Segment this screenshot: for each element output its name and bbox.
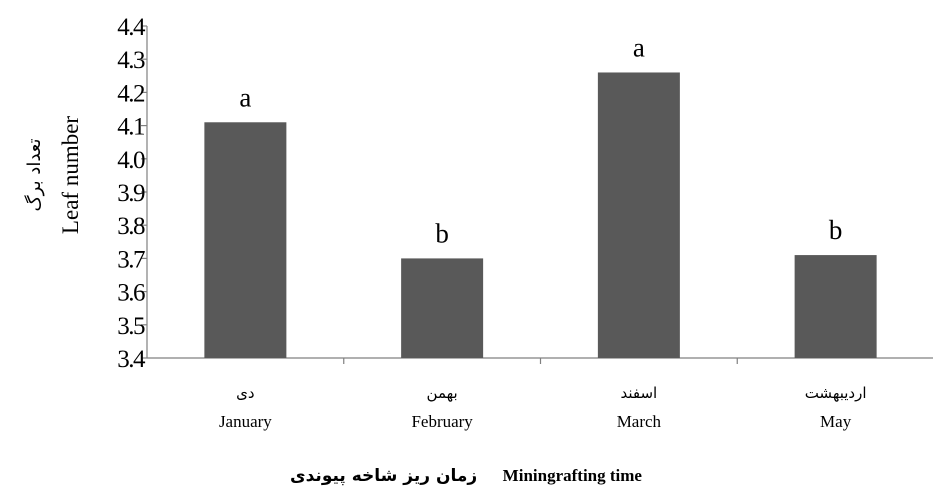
y-tick-label: 4.0 [117,147,145,174]
x-category-label-fa: اسفند [621,384,658,402]
significance-letter: b [435,218,449,248]
bar-february [401,258,484,358]
y-tick-label: 3.8 [117,213,145,240]
y-tick-label: 3.9 [117,180,145,207]
x-axis-label-fa: زمان ریز شاخه پیوندی [290,466,477,486]
y-tick-label: 4.4 [117,14,146,41]
x-category-label-fa: بهمن [427,384,458,402]
x-category-label: January [219,412,272,431]
x-category-label-fa: دی [236,384,254,402]
y-axis-label-fa: تعداد برگ [24,139,45,212]
y-tick-label: 4.3 [117,47,145,74]
y-tick-label: 4.2 [117,80,145,107]
y-tick-label: 3.4 [117,346,146,373]
significance-letter: a [633,32,645,62]
x-category-label: March [617,412,662,431]
significance-letter: b [829,215,843,245]
y-axis-label: Leaf number [58,116,83,234]
x-category-label: May [820,412,852,431]
y-tick-label: 4.1 [117,114,144,141]
bar-may [794,255,877,358]
y-tick-label: 3.7 [117,246,145,273]
x-category-label-fa: اردیبهشت [805,384,867,402]
y-tick-label: 3.6 [117,280,145,307]
bar-january [204,122,287,358]
x-axis-label-spacer [481,466,498,485]
y-tick-label: 3.5 [117,313,145,340]
x-axis-label: زمان ریز شاخه پیوندی Miningrafting time [290,466,642,486]
x-category-label: February [411,412,473,431]
bar-march [597,72,680,358]
significance-letter: a [239,82,251,112]
x-axis-label-en: Miningrafting time [503,466,643,485]
